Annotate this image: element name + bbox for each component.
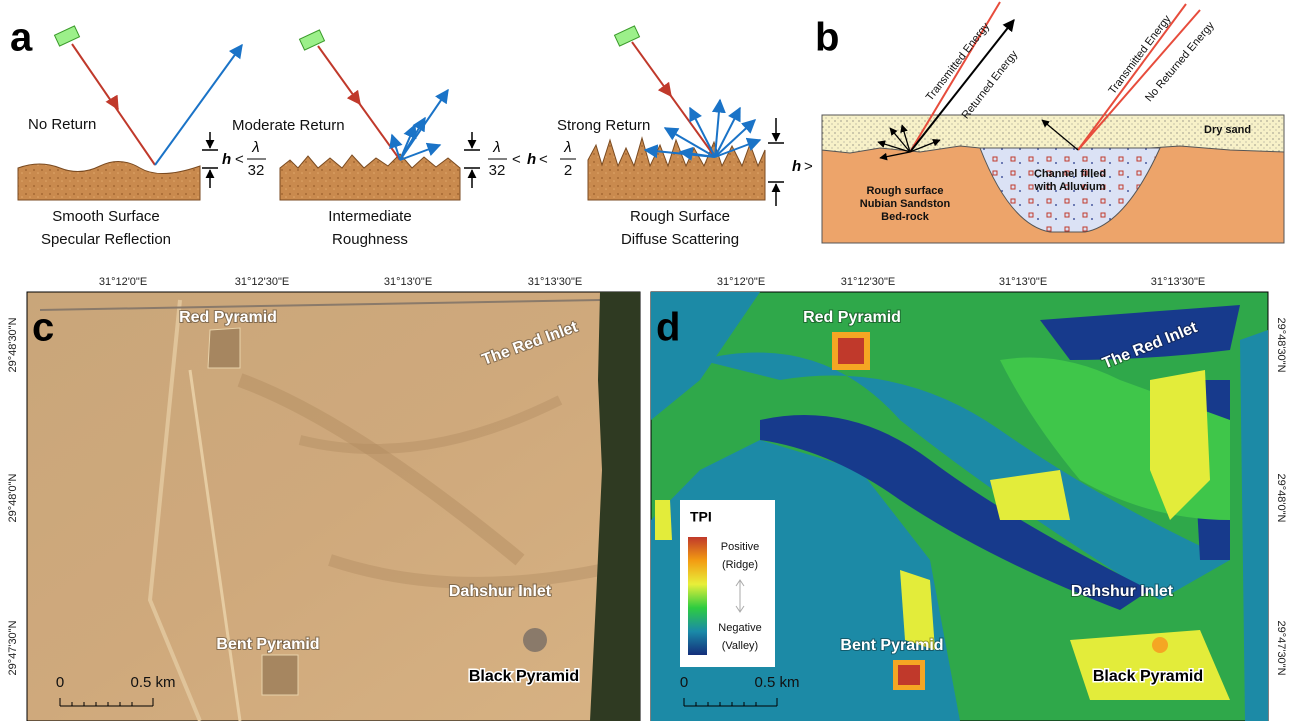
surface-label: Diffuse Scattering xyxy=(621,231,739,248)
legend-label: Positive xyxy=(721,541,760,553)
x-tick-label: 31°12'0"E xyxy=(99,276,147,288)
formula: > xyxy=(804,158,813,175)
scale-label: 0 xyxy=(680,674,688,691)
incident-ray xyxy=(632,42,715,157)
scale-label: 0.5 km xyxy=(754,674,799,691)
rays xyxy=(72,42,760,165)
legend-label: (Valley) xyxy=(722,640,758,652)
sensor xyxy=(54,26,79,46)
return-label: No Return xyxy=(28,116,96,133)
y-tick-label: 29°48'0"N xyxy=(7,473,19,522)
condition-1: h < λ 32 xyxy=(222,139,266,179)
scattered-rays xyxy=(392,90,448,160)
legend-title: TPI xyxy=(690,509,712,525)
x-tick-label: 31°12'30"E xyxy=(235,276,289,288)
formula: < xyxy=(235,151,244,168)
formula: < xyxy=(539,151,548,168)
x-tick-label: 31°13'0"E xyxy=(999,276,1047,288)
surface-label: Intermediate xyxy=(328,208,411,225)
place-label: Red Pyramid xyxy=(803,309,901,326)
sensor xyxy=(614,26,639,46)
place-label: Bent Pyramid xyxy=(216,636,319,653)
panel-a: a No Return Moderate Return Strong Retur… xyxy=(10,16,813,248)
legend: TPI Positive (Ridge) Negative (Valley) xyxy=(680,500,775,667)
x-tick-label: 31°12'0"E xyxy=(717,276,765,288)
pyramid xyxy=(262,655,298,695)
pyramid xyxy=(208,328,240,368)
surface-label: Specular Reflection xyxy=(41,231,171,248)
scattered-rays xyxy=(645,100,760,157)
place-label: Dahshur Inlet xyxy=(449,583,552,600)
y-tick-label: 29°48'30"N xyxy=(1275,317,1287,372)
layer-label: Nubian Sandston xyxy=(860,198,951,210)
figure: a No Return Moderate Return Strong Retur… xyxy=(0,0,1290,721)
x-tick-label: 31°13'30"E xyxy=(1151,276,1205,288)
layer-label: Rough surface xyxy=(866,185,943,197)
layer-label: Dry sand xyxy=(1204,124,1251,136)
panel-label: b xyxy=(815,16,839,60)
condition-3: h > xyxy=(792,158,813,175)
formula: < xyxy=(512,151,521,168)
surface-label: Smooth Surface xyxy=(52,208,160,225)
panel-label: a xyxy=(10,16,33,60)
panel-label: c xyxy=(32,306,54,350)
formula: h xyxy=(792,158,801,175)
formula: λ xyxy=(251,139,259,156)
formula: h xyxy=(527,151,536,168)
return-label: Moderate Return xyxy=(232,117,345,134)
legend-label: Negative xyxy=(718,622,761,634)
return-label: Strong Return xyxy=(557,117,650,134)
reflected-ray xyxy=(155,45,242,165)
ray-arrow xyxy=(357,100,360,104)
y-tick-label: 29°47'30"N xyxy=(7,620,19,675)
legend-ramp xyxy=(688,537,707,655)
scale-label: 0 xyxy=(56,674,64,691)
formula: λ xyxy=(563,139,571,156)
place-label: Black Pyramid xyxy=(1093,668,1203,685)
surface-label: Rough Surface xyxy=(630,208,730,225)
place-label: Bent Pyramid xyxy=(840,637,943,654)
panel-d: d Red Pyramid The Red Inlet Dahshur Inle… xyxy=(651,292,1268,721)
formula: λ xyxy=(492,139,500,156)
ray-label: Returned Energy xyxy=(960,48,1021,121)
place-label: Red Pyramid xyxy=(179,309,277,326)
panel-label: d xyxy=(656,306,680,350)
x-tick-label: 31°12'30"E xyxy=(841,276,895,288)
place-label: Black Pyramid xyxy=(469,668,579,685)
sensor xyxy=(299,30,324,50)
condition-2: λ 32 < h < λ 2 xyxy=(488,139,576,179)
scale-label: 0.5 km xyxy=(130,674,175,691)
incident-ray xyxy=(72,44,155,165)
layer-label: with Alluvium xyxy=(1033,181,1105,193)
pyramid xyxy=(523,628,547,652)
place-label: Dahshur Inlet xyxy=(1071,583,1174,600)
formula: 2 xyxy=(564,162,572,179)
y-tick-label: 29°48'0"N xyxy=(1275,474,1287,523)
formula: 32 xyxy=(489,162,506,179)
legend-label: (Ridge) xyxy=(722,559,758,571)
x-tick-label: 31°13'0"E xyxy=(384,276,432,288)
panel-c: c Red Pyramid The Red Inlet Dahshur Inle… xyxy=(27,292,640,721)
layer-label: Channel filled xyxy=(1034,168,1106,180)
x-tick-label: 31°13'30"E xyxy=(528,276,582,288)
intermediate-surface xyxy=(280,154,460,200)
satellite-image xyxy=(27,292,640,721)
panel-b: b Transmitted Energy Returned Energy Tra… xyxy=(815,2,1284,243)
formula: h xyxy=(222,151,231,168)
y-tick-label: 29°48'30"N xyxy=(7,317,19,372)
y-tick-label: 29°47'30"N xyxy=(1275,620,1287,675)
formula: 32 xyxy=(248,162,265,179)
layer-label: Bed-rock xyxy=(881,211,930,223)
smooth-surface xyxy=(18,161,200,200)
surface-label: Roughness xyxy=(332,231,408,248)
sensors xyxy=(54,26,639,50)
ray-arrow xyxy=(668,92,671,96)
